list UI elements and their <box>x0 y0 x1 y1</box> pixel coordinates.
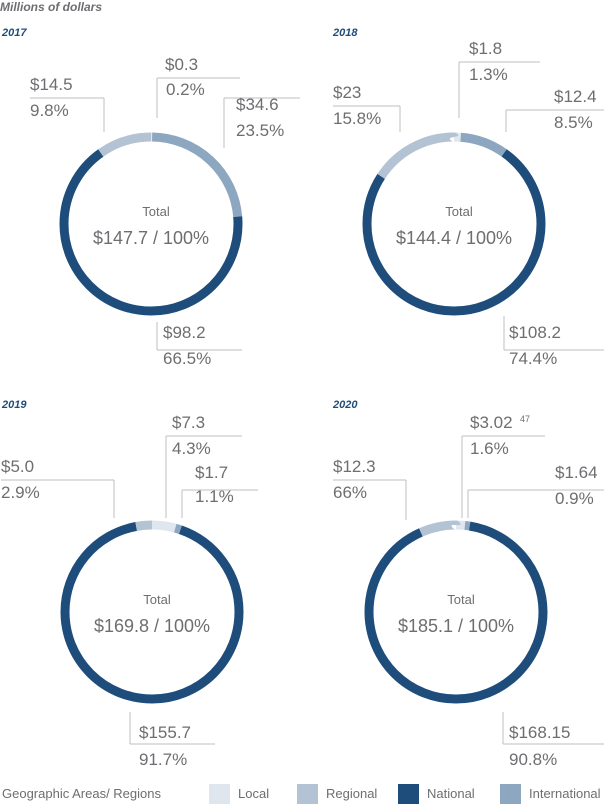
percent-label-regional: 2.9% <box>1 483 40 502</box>
percent-label-local: 1.3% <box>469 65 508 84</box>
center-value: $169.8 / 100% <box>94 616 210 636</box>
value-label-local: $7.3 <box>172 413 205 432</box>
slice-national <box>364 520 548 704</box>
percent-label-international: 0.9% <box>555 489 594 508</box>
donut-chart-2018: 2018 Total $144.4 / 100% $1.8 1.3% $12.4 8.5% $… <box>332 27 604 368</box>
slice-national <box>60 520 244 704</box>
value-label-regional: $12.3 <box>333 457 376 476</box>
percent-label-national: 66.5% <box>163 349 211 368</box>
value-label-international: $12.4 <box>554 87 597 106</box>
percent-label-local: 0.2% <box>166 80 205 99</box>
value-label-international: $1.64 <box>555 463 598 482</box>
value-label-local: $0.3 <box>165 55 198 74</box>
value-label-regional: $5.0 <box>1 457 34 476</box>
center-label: Total <box>143 592 171 607</box>
value-label-national: $98.2 <box>163 323 206 342</box>
percent-label-international: 23.5% <box>236 121 284 140</box>
legend-label-local: Local <box>238 786 270 801</box>
legend-label-international: International <box>529 786 601 801</box>
percent-label-national: 74.4% <box>509 349 557 368</box>
chart-title: 2020 <box>332 399 358 411</box>
donut-chart-2017: 2017 Total $147.7 / 100% $0.3 0.2% $34.6 23.5%… <box>1 27 300 368</box>
units-label: Millions of dollars <box>0 0 103 14</box>
slice-regional <box>59 132 243 316</box>
value-label-international: $1.7 <box>195 463 228 482</box>
percent-label-local: 1.6% <box>470 439 509 458</box>
center-label: Total <box>142 204 170 219</box>
legend-swatch-local <box>209 784 230 804</box>
percent-label-international: 1.1% <box>195 487 234 506</box>
percent-label-national: 91.7% <box>139 750 187 769</box>
donut-chart-2020: 2020 Total $185.1 / 100% $3.02 1.6% 47 $1.64 0.… <box>332 399 604 769</box>
value-label-regional: $14.5 <box>30 75 73 94</box>
percent-label-regional: 66% <box>333 483 367 502</box>
percent-label-local: 4.3% <box>172 439 211 458</box>
chart-title: 2017 <box>1 27 27 39</box>
slice-national <box>362 132 546 316</box>
legend: Geographic Areas/ Regions Local Regional… <box>0 784 606 806</box>
center-value: $185.1 / 100% <box>398 616 514 636</box>
legend-swatch-national <box>398 784 419 804</box>
value-label-local: $3.02 <box>470 413 513 432</box>
percent-label-national: 90.8% <box>509 750 557 769</box>
donut-charts: 2017 Total $147.7 / 100% $0.3 0.2% $34.6 23.5%… <box>1 27 604 769</box>
legend-label-national: National <box>427 786 475 801</box>
value-label-local: $1.8 <box>469 39 502 58</box>
footnote-marker: 47 <box>520 414 530 424</box>
center-value: $147.7 / 100% <box>93 228 209 248</box>
legend-title: Geographic Areas/ Regions <box>2 786 161 801</box>
slice-regional <box>362 132 546 316</box>
center-value: $144.4 / 100% <box>396 228 512 248</box>
legend-swatch-regional <box>297 784 318 804</box>
donut-chart-2019: 2019 Total $169.8 / 100% $7.3 4.3% $1.7 1.1% $1… <box>1 399 258 769</box>
chart-title: 2018 <box>332 27 358 39</box>
legend-label-regional: Regional <box>326 786 378 801</box>
slice-national <box>59 132 243 316</box>
value-label-national: $168.15 <box>509 723 570 742</box>
value-label-international: $34.6 <box>236 95 279 114</box>
legend-swatch-international <box>500 784 521 804</box>
percent-label-international: 8.5% <box>554 113 593 132</box>
slice-regional <box>60 520 244 704</box>
center-label: Total <box>447 592 475 607</box>
percent-label-regional: 15.8% <box>333 109 381 128</box>
percent-label-regional: 9.8% <box>30 101 69 120</box>
chart-title: 2019 <box>1 399 27 411</box>
value-label-national: $155.7 <box>139 723 191 742</box>
slice-regional <box>364 520 548 704</box>
value-label-regional: $23 <box>333 83 361 102</box>
center-label: Total <box>445 204 473 219</box>
value-label-national: $108.2 <box>509 323 561 342</box>
